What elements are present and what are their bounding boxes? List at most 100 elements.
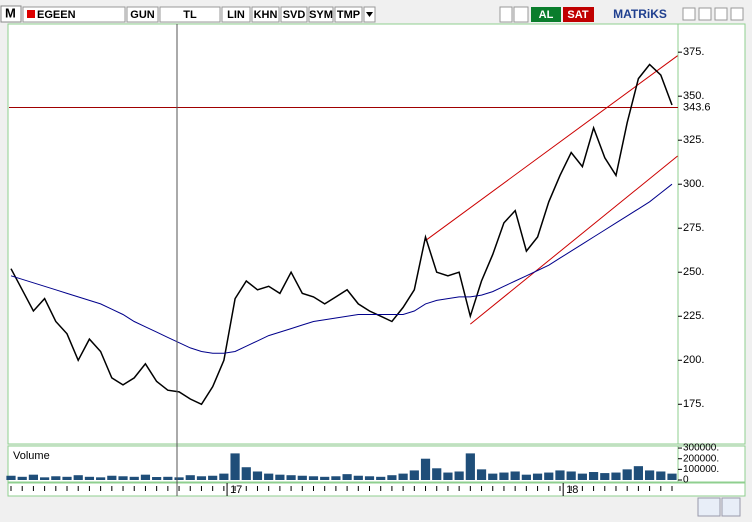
- volume-tick-label: 300000.: [683, 443, 719, 454]
- price-line: [10, 63, 673, 406]
- volume-panel: [7, 445, 746, 483]
- volume-bar: [230, 453, 240, 480]
- y-tick-label: 300.: [683, 178, 704, 190]
- volume-bar: [252, 471, 263, 480]
- toolbar-label: GUN: [130, 9, 155, 21]
- volume-bar: [510, 471, 520, 480]
- date-axis: [7, 482, 746, 497]
- moving-average: [10, 183, 673, 354]
- brand: MATRiKS: [613, 7, 667, 21]
- volume-bar: [51, 476, 61, 480]
- volume-bar: [208, 475, 218, 480]
- volume-bar: [588, 472, 599, 480]
- volume-bar: [499, 472, 509, 480]
- toolbar-label: SYM: [309, 9, 333, 21]
- volume-bar: [107, 475, 117, 480]
- volume-bar: [264, 473, 274, 480]
- sell-label: SAT: [567, 9, 588, 21]
- toolbar-button[interactable]: [126, 6, 159, 23]
- settings-button[interactable]: [721, 497, 741, 517]
- toolbar-button[interactable]: [308, 6, 334, 23]
- toolbar-label: TMP: [337, 9, 360, 21]
- y-tick-label: 225.: [683, 310, 704, 322]
- maximize-button[interactable]: [714, 7, 728, 21]
- toolbar-button[interactable]: [221, 6, 251, 23]
- y-tick-label: 375.: [683, 46, 704, 58]
- volume-bar: [667, 473, 677, 480]
- volume-bar: [387, 475, 397, 480]
- restore-button[interactable]: [698, 7, 712, 21]
- volume-bar: [174, 477, 184, 480]
- price-level-label: 343.6: [683, 101, 711, 113]
- volume-bar: [308, 476, 319, 480]
- toolbar-button[interactable]: [159, 6, 221, 23]
- volume-bar: [364, 476, 375, 480]
- toolbar-button[interactable]: [334, 6, 363, 23]
- toolbar-label: LIN: [227, 9, 245, 21]
- volume-bar: [241, 467, 251, 480]
- volume-bar: [17, 476, 27, 480]
- volume-bar: [376, 476, 386, 480]
- volume-bar: [611, 472, 621, 480]
- volume-bar: [476, 469, 487, 480]
- volume-bar: [532, 473, 543, 480]
- volume-bar: [40, 477, 50, 480]
- volume-bar: [622, 469, 632, 480]
- flag-icon: [27, 10, 35, 18]
- symbol-box[interactable]: [22, 6, 126, 23]
- dropdown-arrow: [366, 12, 373, 17]
- icon-button[interactable]: [499, 6, 513, 23]
- refresh-button[interactable]: [697, 497, 721, 517]
- volume-tick-label: 200000.: [683, 453, 719, 464]
- channel-line: [425, 55, 678, 241]
- minimize-button[interactable]: [682, 7, 696, 21]
- toolbar-button[interactable]: [251, 6, 280, 23]
- x-tick-label: 17: [230, 484, 242, 496]
- volume-bar: [275, 474, 285, 480]
- volume-bar: [544, 472, 554, 480]
- menu-button[interactable]: [0, 5, 22, 23]
- volume-bar: [297, 475, 307, 480]
- close-button[interactable]: [730, 7, 744, 21]
- volume-bar: [488, 473, 498, 480]
- volume-bar: [96, 477, 106, 480]
- toolbar-label: KHN: [254, 9, 278, 21]
- volume-tick-label: 100000.: [683, 464, 719, 475]
- price-panel: [7, 23, 746, 445]
- volume-bar: [454, 471, 464, 480]
- volume-title: Volume: [13, 450, 50, 462]
- symbol: EGEEN: [37, 9, 76, 21]
- volume-bar: [600, 473, 610, 480]
- sell-button[interactable]: [563, 7, 594, 22]
- volume-tick-label: 0: [683, 475, 689, 486]
- toolbar-label: TL: [183, 9, 197, 21]
- volume-bar: [62, 476, 72, 480]
- volume-bar: [219, 473, 229, 480]
- icon-button[interactable]: [513, 6, 529, 23]
- volume-bar: [555, 470, 565, 480]
- volume-bar: [320, 476, 330, 480]
- toolbar-button[interactable]: [280, 6, 308, 23]
- volume-bar: [140, 474, 151, 480]
- buy-button[interactable]: [531, 7, 561, 22]
- volume-bar: [420, 458, 431, 480]
- button-bar: GUN TL LIN KHN SVD SYM TMP: [126, 6, 376, 23]
- volume-bar: [465, 453, 475, 480]
- y-tick-label: 275.: [683, 222, 704, 234]
- volume-bar: [286, 475, 296, 480]
- volume-bar: [353, 475, 363, 480]
- menu-icon: M: [5, 5, 16, 20]
- plot: 175. 200. 225. 250. 275. 300. 325. 350. 375. 343.…: [6, 46, 719, 496]
- x-tick-label: 18: [566, 484, 578, 496]
- volume-bar: [644, 470, 655, 480]
- y-tick-label: 200.: [683, 354, 704, 366]
- volume-bar: [163, 476, 173, 480]
- buy-label: AL: [539, 9, 554, 21]
- volume-bar: [185, 475, 195, 480]
- volume-bar: [342, 474, 352, 480]
- volume-bar: [331, 476, 341, 480]
- y-tick-label: 325.: [683, 134, 704, 146]
- channel-line: [470, 155, 678, 325]
